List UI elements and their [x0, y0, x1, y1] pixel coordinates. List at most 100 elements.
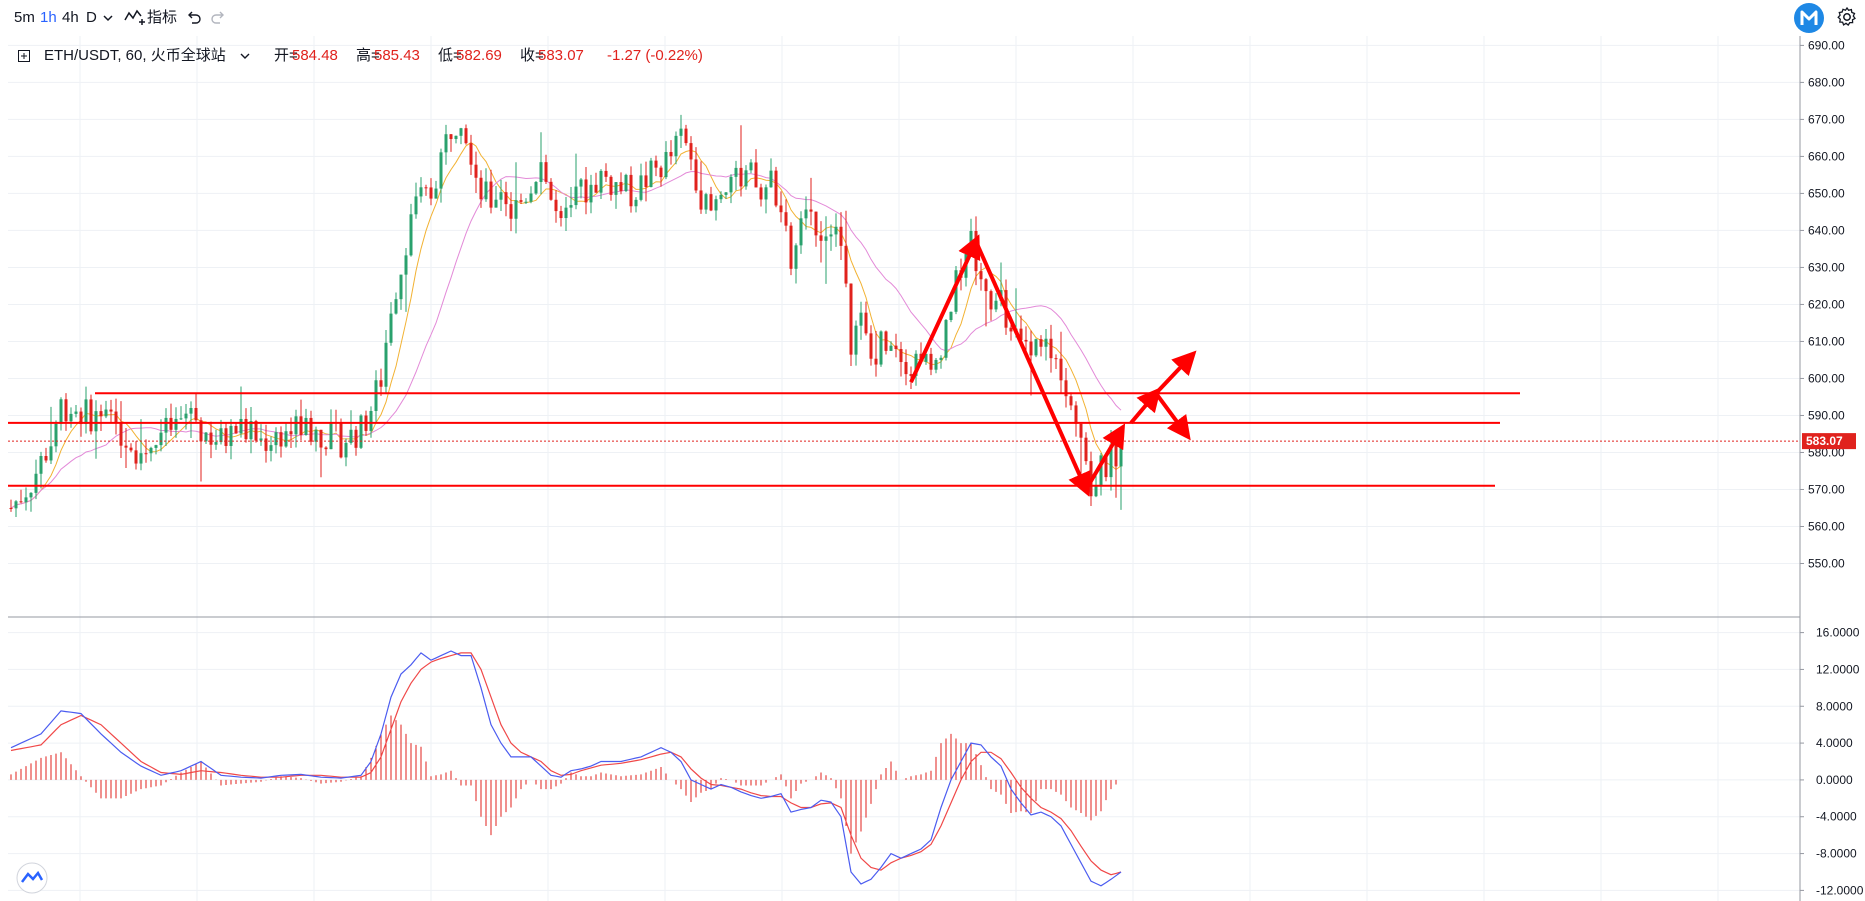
candle-body: [384, 342, 388, 387]
price-tick-label: 690.00: [1808, 38, 1845, 52]
candle-body: [599, 170, 603, 193]
candle-body: [1039, 339, 1043, 347]
candle-body: [789, 225, 793, 269]
indicators-button[interactable]: 指标: [147, 9, 178, 26]
candle-body: [1044, 338, 1048, 347]
candle-body: [529, 193, 533, 202]
candle-body: [594, 184, 598, 193]
candle-body: [589, 184, 593, 203]
interval-d-button[interactable]: D: [86, 9, 97, 26]
candle-body: [944, 319, 948, 358]
candle-body: [814, 211, 818, 236]
close-label: 收=: [520, 47, 544, 64]
candle-body: [764, 187, 768, 200]
gear-icon[interactable]: [1836, 6, 1858, 28]
candle-body: [924, 353, 928, 362]
candle-body: [489, 181, 493, 208]
candle-body: [289, 431, 293, 435]
candle-body: [719, 194, 723, 200]
candle-body: [209, 432, 213, 445]
candle-body: [744, 170, 748, 187]
undo-icon[interactable]: [186, 9, 202, 25]
candle-body: [544, 162, 548, 182]
candle-body: [749, 162, 753, 171]
candle-body: [374, 380, 378, 411]
candle-body: [469, 143, 473, 165]
candle-body: [239, 418, 243, 434]
candle-body: [844, 245, 848, 284]
candle-body: [424, 187, 428, 189]
candle-body: [669, 151, 673, 157]
candle-body: [1104, 455, 1108, 478]
candle-body: [729, 176, 733, 193]
top-toolbar: 5m 1h 4h D 指标: [0, 0, 1865, 36]
symbol-label[interactable]: ETH/USDT, 60, 火币全球站: [44, 47, 226, 64]
candle-body: [839, 226, 843, 246]
candle-body: [769, 170, 773, 188]
interval-5m-button[interactable]: 5m: [14, 9, 35, 26]
candle-body: [849, 283, 853, 355]
candle-body: [24, 497, 28, 503]
candle-body: [1074, 405, 1078, 424]
candle-body: [519, 200, 523, 202]
candle-body: [94, 411, 98, 432]
candle-body: [144, 453, 148, 455]
candle-body: [449, 134, 453, 140]
candle-body: [269, 445, 273, 451]
trend-arrow: [1154, 392, 1191, 441]
candle-body: [1069, 396, 1073, 406]
candle-body: [199, 420, 203, 442]
chevron-down-icon[interactable]: [240, 51, 250, 61]
interval-1h-button[interactable]: 1h: [40, 9, 57, 26]
candle-body: [1049, 338, 1053, 359]
price-axis: 690.00 680.00 670.00 660.00 650.00 640.00 630.…: [1800, 38, 1845, 570]
indicators-icon[interactable]: [124, 8, 146, 26]
candle-body: [1099, 455, 1103, 486]
redo-icon[interactable]: [210, 9, 226, 25]
candle-body: [139, 453, 143, 464]
candle-body: [284, 431, 288, 447]
trend-arrow: [909, 234, 981, 384]
candle-body: [984, 279, 988, 292]
candlesticks: [9, 114, 1123, 518]
candle-body: [514, 200, 518, 219]
candle-body: [694, 159, 698, 191]
candle-body: [994, 300, 998, 310]
chart-grid: [8, 36, 1800, 901]
price-tick-label: 650.00: [1808, 186, 1845, 200]
candle-body: [159, 432, 163, 446]
price-tick-label: 570.00: [1808, 482, 1845, 496]
candle-body: [419, 187, 423, 197]
close-value: 583.07: [538, 47, 584, 64]
candle-body: [759, 187, 763, 200]
candle-body: [889, 345, 893, 351]
trend-arrow: [1084, 423, 1126, 491]
candle-body: [869, 333, 873, 359]
candle-body: [929, 353, 933, 370]
current-price-marker: 583.07: [1802, 433, 1856, 450]
candle-body: [349, 429, 353, 443]
candle-body: [699, 190, 703, 210]
candle-body: [1019, 328, 1023, 340]
candle-body: [579, 179, 583, 187]
macd-tick-label: -4.0000: [1816, 810, 1857, 824]
interval-4h-button[interactable]: 4h: [62, 9, 79, 26]
candle-body: [734, 167, 738, 177]
candle-body: [659, 167, 663, 178]
candle-body: [339, 423, 343, 458]
candle-body: [684, 128, 688, 144]
candle-body: [774, 170, 778, 206]
candle-body: [249, 421, 253, 440]
candle-body: [1024, 339, 1028, 342]
candle-body: [154, 445, 158, 448]
candle-body: [234, 425, 238, 434]
candle-body: [14, 501, 18, 509]
candle-body: [214, 442, 218, 445]
candle-body: [109, 409, 113, 412]
collapse-icon[interactable]: [18, 50, 30, 62]
high-value: 585.43: [374, 47, 420, 64]
candle-body: [104, 409, 108, 417]
price-tick-label: 550.00: [1808, 556, 1845, 570]
chevron-down-icon[interactable]: [102, 12, 114, 24]
